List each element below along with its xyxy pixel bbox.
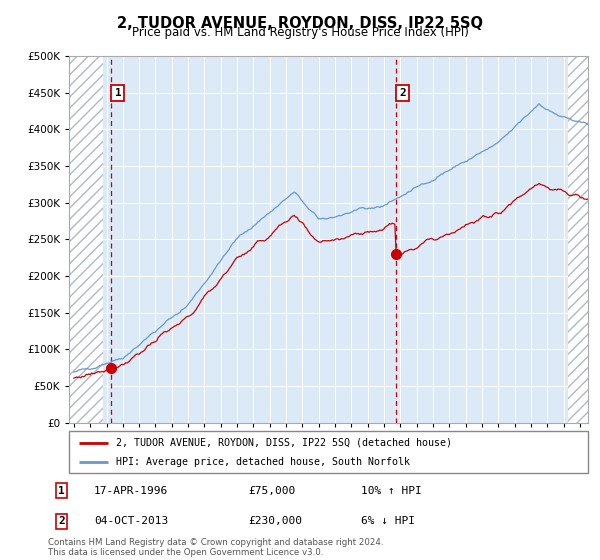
Text: 2, TUDOR AVENUE, ROYDON, DISS, IP22 5SQ: 2, TUDOR AVENUE, ROYDON, DISS, IP22 5SQ: [117, 16, 483, 31]
Text: 2: 2: [400, 88, 406, 97]
Text: 17-APR-1996: 17-APR-1996: [94, 486, 168, 496]
Text: Price paid vs. HM Land Registry's House Price Index (HPI): Price paid vs. HM Land Registry's House …: [131, 26, 469, 39]
Text: 10% ↑ HPI: 10% ↑ HPI: [361, 486, 422, 496]
Text: 2: 2: [58, 516, 65, 526]
Text: 1: 1: [58, 486, 65, 496]
Text: £75,000: £75,000: [248, 486, 295, 496]
Text: £230,000: £230,000: [248, 516, 302, 526]
Text: 1: 1: [115, 88, 121, 97]
Text: 2, TUDOR AVENUE, ROYDON, DISS, IP22 5SQ (detached house): 2, TUDOR AVENUE, ROYDON, DISS, IP22 5SQ …: [116, 437, 452, 447]
Text: Contains HM Land Registry data © Crown copyright and database right 2024.
This d: Contains HM Land Registry data © Crown c…: [48, 538, 383, 557]
Text: 6% ↓ HPI: 6% ↓ HPI: [361, 516, 415, 526]
Text: HPI: Average price, detached house, South Norfolk: HPI: Average price, detached house, Sout…: [116, 457, 410, 467]
Text: 04-OCT-2013: 04-OCT-2013: [94, 516, 168, 526]
